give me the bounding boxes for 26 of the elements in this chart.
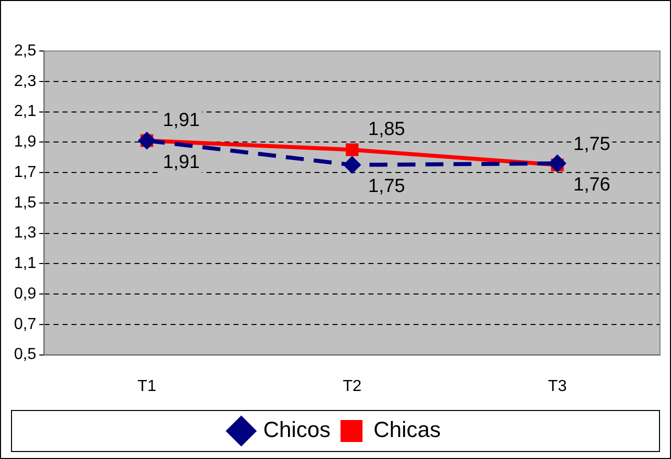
y-tick-label: 2,5 [14, 42, 36, 60]
data-label: 1,91 [162, 110, 200, 131]
x-tick-label: T2 [342, 378, 362, 395]
data-label: 1,91 [162, 152, 200, 173]
y-tick-label: 1,1 [14, 255, 36, 272]
y-tick-label: 0,5 [14, 346, 36, 364]
point [346, 143, 358, 156]
y-tick-label: 1,3 [14, 224, 36, 242]
y-tick-label: 2,3 [14, 72, 36, 90]
x-tick-label: T1 [138, 378, 156, 395]
x-tick-label: T3 [548, 378, 567, 395]
y-tick-label: 1,9 [14, 134, 36, 151]
y-tick-label: 1,5 [14, 194, 36, 212]
y-tick-label: 1,7 [14, 164, 36, 181]
point [343, 156, 362, 174]
data-label: 1,75 [573, 134, 610, 156]
data-label: 1,75 [368, 176, 406, 198]
point [548, 154, 566, 172]
y-tick-label: 2,1 [14, 103, 36, 120]
data-label: 1,76 [573, 174, 610, 196]
y-tick-label: 0,7 [14, 316, 36, 333]
legend-label: Chicos [263, 417, 331, 442]
data-label: 1,85 [368, 118, 406, 140]
point [138, 132, 156, 150]
legend-label: Chicas [374, 417, 441, 442]
y-tick-label: 0,9 [14, 285, 36, 302]
